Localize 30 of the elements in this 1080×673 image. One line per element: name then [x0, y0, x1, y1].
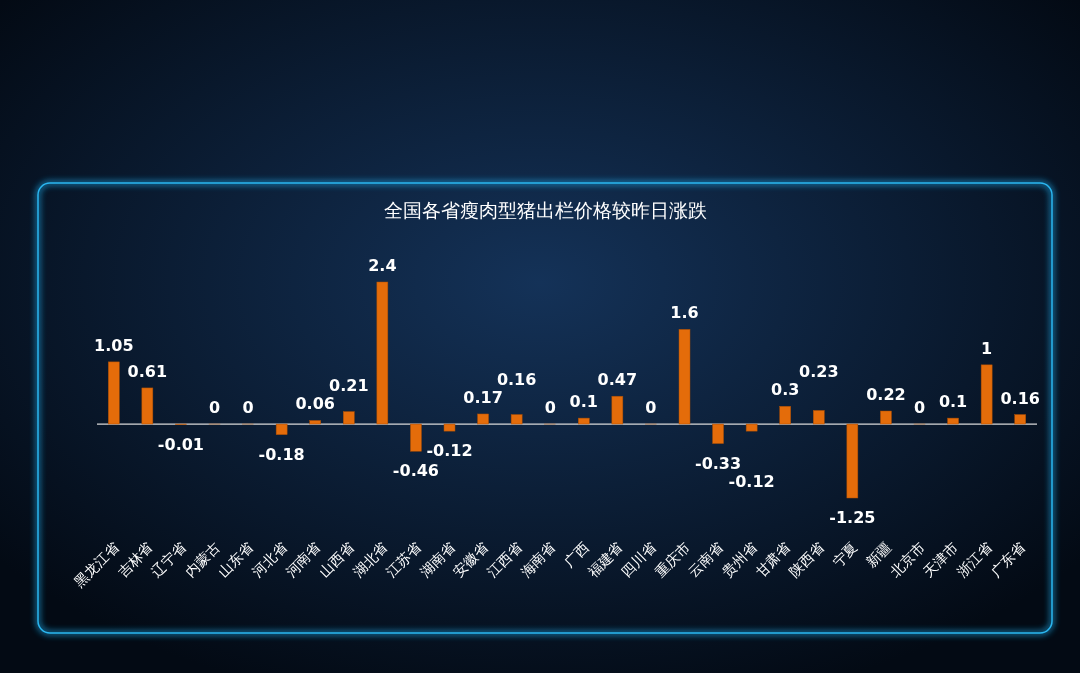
data-label: 0: [544, 398, 556, 418]
data-label: 0.22: [866, 385, 906, 405]
data-label: 0.21: [329, 376, 369, 396]
data-label: 0.1: [938, 392, 968, 412]
data-label: -0.12: [728, 471, 775, 491]
data-label: 0: [913, 398, 926, 418]
data-label: 0.47: [597, 370, 638, 390]
data-label: -0.46: [392, 461, 439, 481]
data-label: -0.33: [695, 453, 742, 473]
data-label: -0.18: [258, 444, 305, 464]
data-label: 0: [645, 398, 657, 418]
data-label: -1.25: [829, 508, 876, 527]
data-label: 0.61: [127, 361, 168, 381]
data-label: -0.01: [157, 434, 204, 454]
data-label: 0.16: [1000, 388, 1040, 408]
data-label: 0.23: [799, 362, 839, 382]
x-tick-label: 宁夏: [829, 538, 861, 570]
data-label: 1.05: [94, 335, 134, 355]
data-label: 0.06: [295, 394, 335, 414]
data-label: 1.6: [670, 303, 699, 323]
data-label: -0.12: [426, 441, 473, 461]
data-label: 0.3: [771, 380, 800, 400]
data-label: 0: [242, 398, 254, 418]
data-label: 0.17: [463, 387, 503, 407]
data-label: 2.4: [368, 256, 397, 275]
chart-title: 全国各省瘦肉型猪出栏价格较昨日涨跌: [383, 199, 707, 221]
data-label: 0.1: [569, 392, 598, 412]
data-label: 0.16: [496, 369, 537, 389]
data-label: 0: [208, 398, 221, 418]
data-label: 1: [981, 338, 993, 358]
